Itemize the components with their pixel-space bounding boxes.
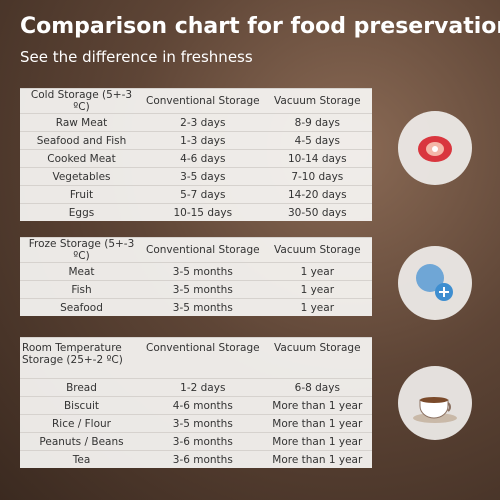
column-header: Room Temperature Storage (25+-2 ºC): [20, 337, 143, 379]
table-row: Cooked Meat 4-6 days 10-14 days: [20, 149, 372, 168]
tea-graphic: [413, 397, 457, 423]
table-cell: Eggs: [20, 203, 143, 221]
table-cell: 1-3 days: [143, 131, 263, 150]
table-cell: 3-5 months: [143, 262, 263, 281]
title: Comparison chart for food preservation: [20, 14, 500, 39]
column-header: Conventional Storage: [143, 237, 263, 263]
table-cell: 4-5 days: [262, 131, 372, 150]
table-row: Raw Meat 2-3 days 8-9 days: [20, 113, 372, 132]
table-cell: More than 1 year: [262, 432, 372, 451]
table-cell: More than 1 year: [262, 450, 372, 468]
table-row: Fruit 5-7 days 14-20 days: [20, 185, 372, 204]
frozen-graphic: [416, 264, 453, 301]
table-cell: More than 1 year: [262, 396, 372, 415]
meat-graphic: [418, 136, 452, 162]
table-cell: 14-20 days: [262, 185, 372, 204]
table-row: Tea 3-6 months More than 1 year: [20, 450, 372, 468]
table-row: Fish 3-5 months 1 year: [20, 280, 372, 299]
storage-table: Froze Storage (5+-3 ºC) Conventional Stor…: [20, 237, 372, 316]
table-cell: Meat: [20, 262, 143, 281]
table-cell: 4-6 months: [143, 396, 263, 415]
table-cell: 3-5 months: [143, 298, 263, 316]
column-header: Cold Storage (5+-3 ºC): [20, 88, 143, 114]
column-header: Vacuum Storage: [262, 237, 372, 263]
table-cell: 8-9 days: [262, 113, 372, 132]
table-cell: Fruit: [20, 185, 143, 204]
table-row: Biscuit 4-6 months More than 1 year: [20, 396, 372, 415]
table-cell: 5-7 days: [143, 185, 263, 204]
table-cell: 10-14 days: [262, 149, 372, 168]
table-cell: 2-3 days: [143, 113, 263, 132]
tea-icon: [398, 366, 472, 440]
table-cell: 3-6 months: [143, 450, 263, 468]
table-cell: Raw Meat: [20, 113, 143, 132]
table-cell: Rice / Flour: [20, 414, 143, 433]
table-cell: 3-5 days: [143, 167, 263, 186]
table-row: Seafood 3-5 months 1 year: [20, 298, 372, 316]
meat-icon: [398, 111, 472, 185]
header-row: Room Temperature Storage (25+-2 ºC) Conve…: [20, 337, 372, 379]
table-cell: More than 1 year: [262, 414, 372, 433]
table-cell: 7-10 days: [262, 167, 372, 186]
subtitle: See the difference in freshness: [20, 48, 253, 66]
table-cell: Bread: [20, 378, 143, 397]
table-cell: Biscuit: [20, 396, 143, 415]
table-cell: Peanuts / Beans: [20, 432, 143, 451]
storage-table: Room Temperature Storage (25+-2 ºC) Conve…: [20, 337, 372, 468]
column-header: Conventional Storage: [143, 337, 263, 379]
column-header: Vacuum Storage: [262, 88, 372, 114]
table-row: Bread 1-2 days 6-8 days: [20, 378, 372, 397]
table-cell: 10-15 days: [143, 203, 263, 221]
table-cell: 1-2 days: [143, 378, 263, 397]
table-row: Vegetables 3-5 days 7-10 days: [20, 167, 372, 186]
table-cell: Tea: [20, 450, 143, 468]
table-cell: 1 year: [262, 262, 372, 281]
frozen-icon: [398, 246, 472, 320]
table-cell: Vegetables: [20, 167, 143, 186]
table-cell: Cooked Meat: [20, 149, 143, 168]
table-cell: 3-5 months: [143, 414, 263, 433]
table-row: Seafood and Fish 1-3 days 4-5 days: [20, 131, 372, 150]
table-row: Peanuts / Beans 3-6 months More than 1 yea…: [20, 432, 372, 451]
table-cell: 6-8 days: [262, 378, 372, 397]
table-cell: 3-5 months: [143, 280, 263, 299]
table-cell: 4-6 days: [143, 149, 263, 168]
table-row: Eggs 10-15 days 30-50 days: [20, 203, 372, 221]
table-cell: Seafood: [20, 298, 143, 316]
storage-table: Cold Storage (5+-3 ºC) Conventional Stora…: [20, 88, 372, 221]
header-row: Cold Storage (5+-3 ºC) Conventional Stora…: [20, 88, 372, 114]
column-header: Vacuum Storage: [262, 337, 372, 379]
table-cell: Seafood and Fish: [20, 131, 143, 150]
table-cell: 1 year: [262, 280, 372, 299]
header-row: Froze Storage (5+-3 ºC) Conventional Stor…: [20, 237, 372, 263]
table-cell: Fish: [20, 280, 143, 299]
column-header: Conventional Storage: [143, 88, 263, 114]
column-header: Froze Storage (5+-3 ºC): [20, 237, 143, 263]
table-cell: 30-50 days: [262, 203, 372, 221]
table-cell: 3-6 months: [143, 432, 263, 451]
table-cell: 1 year: [262, 298, 372, 316]
table-row: Meat 3-5 months 1 year: [20, 262, 372, 281]
table-row: Rice / Flour 3-5 months More than 1 year: [20, 414, 372, 433]
